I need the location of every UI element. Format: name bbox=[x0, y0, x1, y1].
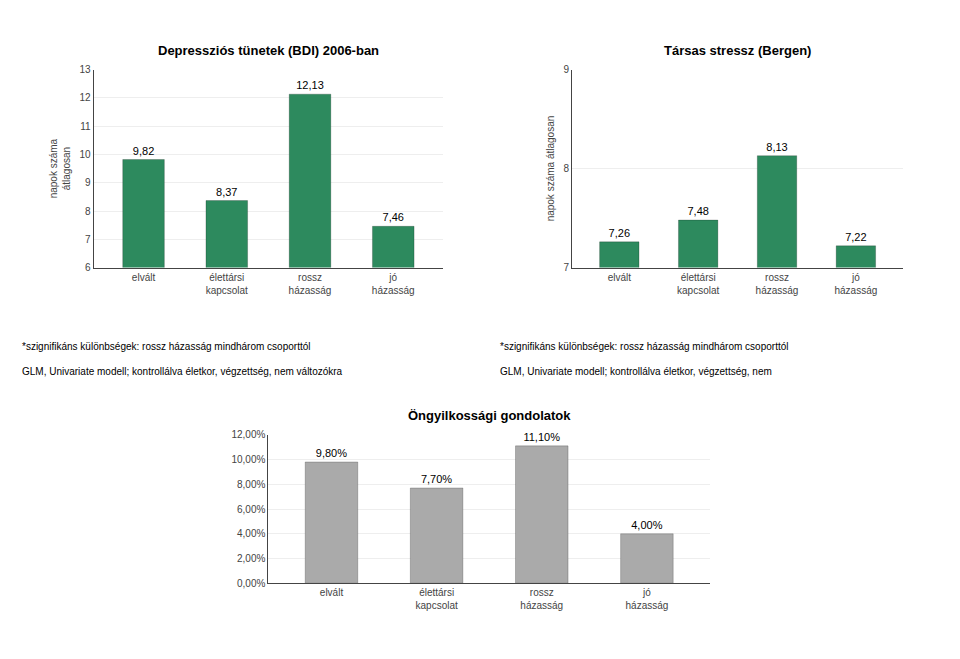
svg-text:Depressziós tünetek (BDI) 2006: Depressziós tünetek (BDI) 2006-ban bbox=[158, 43, 379, 58]
svg-text:4,00%: 4,00% bbox=[237, 528, 265, 539]
svg-text:13: 13 bbox=[79, 64, 91, 75]
svg-text:10: 10 bbox=[79, 149, 91, 160]
svg-text:4,00%: 4,00% bbox=[631, 519, 662, 531]
svg-text:7,48: 7,48 bbox=[687, 205, 708, 217]
svg-text:0,00%: 0,00% bbox=[237, 578, 265, 589]
svg-text:12,13: 12,13 bbox=[296, 79, 324, 91]
svg-text:*szignifikáns különbségek: ros: *szignifikáns különbségek: rossz házassá… bbox=[500, 341, 788, 352]
svg-text:11: 11 bbox=[80, 121, 91, 132]
svg-text:7,22: 7,22 bbox=[845, 231, 866, 243]
svg-text:12: 12 bbox=[79, 92, 91, 103]
svg-text:12,00%: 12,00% bbox=[231, 429, 265, 440]
svg-text:napok számaátlagosan: napok számaátlagosan bbox=[48, 138, 72, 198]
svg-text:napok száma átlagosan: napok száma átlagosan bbox=[545, 116, 556, 222]
svg-text:11,10%: 11,10% bbox=[523, 431, 560, 443]
svg-text:7: 7 bbox=[85, 234, 91, 245]
svg-text:9: 9 bbox=[85, 177, 91, 188]
svg-text:9,82: 9,82 bbox=[133, 145, 154, 157]
svg-text:8,00%: 8,00% bbox=[237, 479, 265, 490]
svg-text:elvált: elvált bbox=[320, 587, 344, 598]
svg-text:9,80%: 9,80% bbox=[316, 447, 347, 459]
svg-text:6: 6 bbox=[85, 262, 91, 273]
svg-text:GLM, Univariate modell; kontro: GLM, Univariate modell; kontrollálva éle… bbox=[500, 366, 772, 377]
svg-text:7,46: 7,46 bbox=[383, 211, 404, 223]
svg-text:elvált: elvált bbox=[132, 272, 156, 283]
svg-text:rosszházasság: rosszházasság bbox=[289, 272, 332, 296]
svg-text:*szignifikáns különbségek: ros: *szignifikáns különbségek: rossz házassá… bbox=[22, 341, 310, 352]
svg-text:Társas stressz (Bergen): Társas stressz (Bergen) bbox=[664, 43, 811, 58]
svg-text:9: 9 bbox=[563, 64, 569, 75]
svg-text:GLM, Univariate modell; kontro: GLM, Univariate modell; kontrollálva éle… bbox=[22, 366, 343, 377]
svg-text:élettársikapcsolat: élettársikapcsolat bbox=[206, 272, 248, 296]
svg-text:jóházasság: jóházasság bbox=[626, 587, 669, 611]
svg-text:8: 8 bbox=[563, 163, 569, 174]
svg-text:jóházasság: jóházasság bbox=[834, 272, 877, 296]
svg-text:8: 8 bbox=[85, 206, 91, 217]
svg-text:7,26: 7,26 bbox=[609, 227, 630, 239]
svg-text:jóházasság: jóházasság bbox=[372, 272, 415, 296]
svg-text:Öngyilkossági gondolatok: Öngyilkossági gondolatok bbox=[408, 408, 571, 423]
svg-text:elvált: elvált bbox=[608, 272, 632, 283]
svg-text:10,00%: 10,00% bbox=[231, 454, 265, 465]
svg-text:8,37: 8,37 bbox=[216, 186, 237, 198]
svg-text:7: 7 bbox=[563, 262, 569, 273]
svg-text:rosszházasság: rosszházasság bbox=[756, 272, 799, 296]
svg-text:élettársikapcsolat: élettársikapcsolat bbox=[416, 587, 458, 611]
svg-text:7,70%: 7,70% bbox=[421, 473, 452, 485]
svg-text:6,00%: 6,00% bbox=[237, 504, 265, 515]
svg-text:8,13: 8,13 bbox=[766, 141, 787, 153]
svg-text:2,00%: 2,00% bbox=[237, 553, 265, 564]
svg-text:rosszházasság: rosszházasság bbox=[520, 587, 563, 611]
svg-text:élettársikapcsolat: élettársikapcsolat bbox=[677, 272, 719, 296]
